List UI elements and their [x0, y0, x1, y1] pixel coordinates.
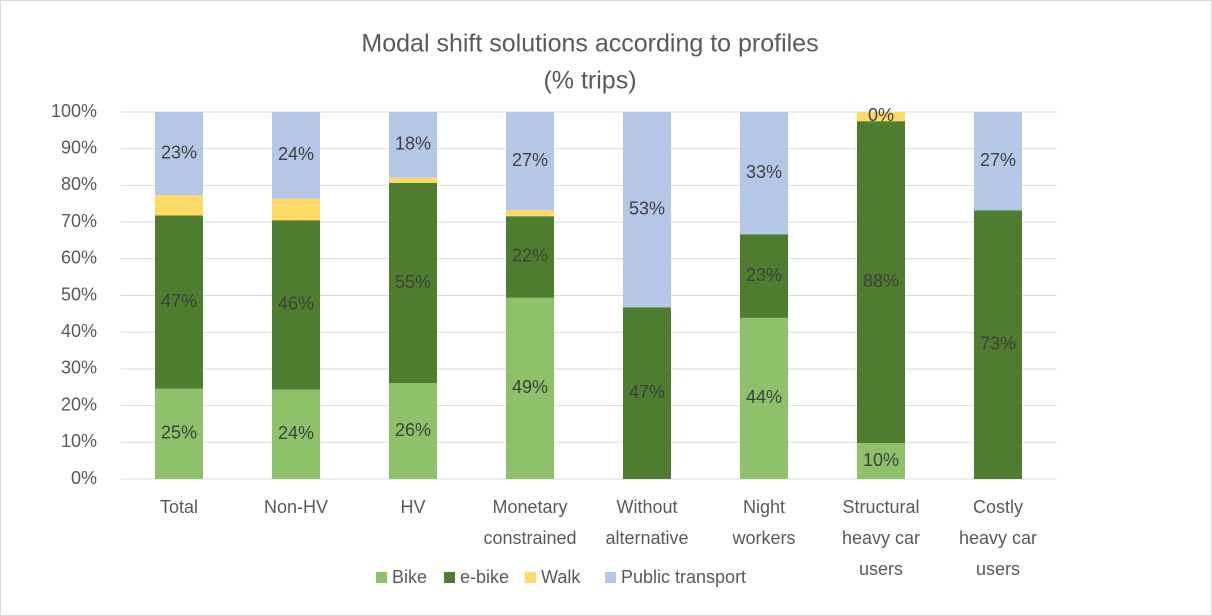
x-tick-label: Costly	[973, 497, 1023, 517]
y-tick-label: 50%	[61, 284, 97, 304]
bar-segment	[506, 216, 554, 298]
data-label: 49%	[512, 377, 548, 397]
data-label: 27%	[980, 150, 1016, 170]
x-tick-label: users	[859, 559, 903, 579]
data-label: 47%	[161, 291, 197, 311]
bar-segment	[389, 112, 437, 178]
data-label: 18%	[395, 134, 431, 154]
legend-swatch	[525, 572, 536, 583]
y-tick-label: 60%	[61, 248, 97, 268]
data-label: 25%	[161, 423, 197, 443]
bar-segment	[506, 210, 554, 217]
bar-segment	[272, 112, 320, 199]
x-tick-label: Structural	[842, 497, 919, 517]
data-label: 24%	[278, 144, 314, 164]
y-tick-label: 40%	[61, 321, 97, 341]
x-tick-label: constrained	[483, 528, 576, 548]
x-tick-label: Non-HV	[264, 497, 328, 517]
data-label: 44%	[746, 387, 782, 407]
bar-segment	[506, 112, 554, 211]
bar-segment	[857, 121, 905, 444]
data-label: 53%	[629, 198, 665, 218]
y-tick-label: 30%	[61, 358, 97, 378]
y-tick-label: 100%	[51, 101, 97, 121]
legend-label: Walk	[541, 567, 581, 587]
legend-swatch	[605, 572, 616, 583]
bar-segment	[155, 215, 203, 389]
legend-label: Bike	[392, 567, 427, 587]
x-tick-label: Night	[743, 497, 785, 517]
bar-segment	[740, 317, 788, 479]
y-tick-label: 70%	[61, 211, 97, 231]
bar-segment	[740, 112, 788, 235]
x-tick-label: Without	[616, 497, 677, 517]
y-tick-label: 0%	[71, 468, 97, 488]
x-tick-label: HV	[400, 497, 425, 517]
bar-segment	[272, 220, 320, 390]
bar-segment	[506, 297, 554, 479]
bar-segment	[389, 182, 437, 384]
data-label: 55%	[395, 272, 431, 292]
data-label: 88%	[863, 271, 899, 291]
bar-segment	[623, 307, 671, 479]
x-tick-label: Monetary	[492, 497, 567, 517]
data-label: 23%	[161, 142, 197, 162]
legend-label: e-bike	[460, 567, 509, 587]
legend-swatch	[376, 572, 387, 583]
bar-segment	[857, 443, 905, 479]
bar-segment	[155, 195, 203, 216]
x-tick-label: Total	[160, 497, 198, 517]
bar-segment	[272, 198, 320, 221]
data-label: 46%	[278, 294, 314, 314]
data-label: 27%	[512, 150, 548, 170]
bar-segment	[974, 112, 1022, 211]
x-tick-label: users	[976, 559, 1020, 579]
data-label: 23%	[746, 265, 782, 285]
bar-segment	[623, 112, 671, 308]
bar-segment	[389, 177, 437, 183]
y-tick-label: 20%	[61, 394, 97, 414]
data-label: 26%	[395, 420, 431, 440]
data-label: 22%	[512, 246, 548, 266]
legend-swatch	[444, 572, 455, 583]
data-label: 47%	[629, 382, 665, 402]
bar-segment	[857, 112, 905, 122]
chart-title: Modal shift solutions according to profi…	[361, 30, 818, 58]
x-tick-label: workers	[731, 528, 795, 548]
data-label: 24%	[278, 423, 314, 443]
x-tick-label: heavy car	[959, 528, 1037, 548]
y-tick-label: 10%	[61, 431, 97, 451]
x-tick-label: alternative	[605, 528, 688, 548]
bar-segment	[740, 234, 788, 318]
data-label: 0%	[868, 105, 894, 125]
bar-segment	[272, 389, 320, 479]
bar-segment	[389, 383, 437, 479]
bar-segment	[974, 210, 1022, 479]
bar-segment	[155, 388, 203, 479]
y-tick-label: 90%	[61, 137, 97, 157]
y-tick-label: 80%	[61, 174, 97, 194]
data-label: 10%	[863, 450, 899, 470]
legend-label: Public transport	[621, 567, 746, 587]
data-label: 33%	[746, 162, 782, 182]
data-label: 73%	[980, 333, 1016, 353]
x-tick-label: heavy car	[842, 528, 920, 548]
chart-subtitle: (% trips)	[543, 67, 636, 95]
bar-segment	[155, 112, 203, 196]
